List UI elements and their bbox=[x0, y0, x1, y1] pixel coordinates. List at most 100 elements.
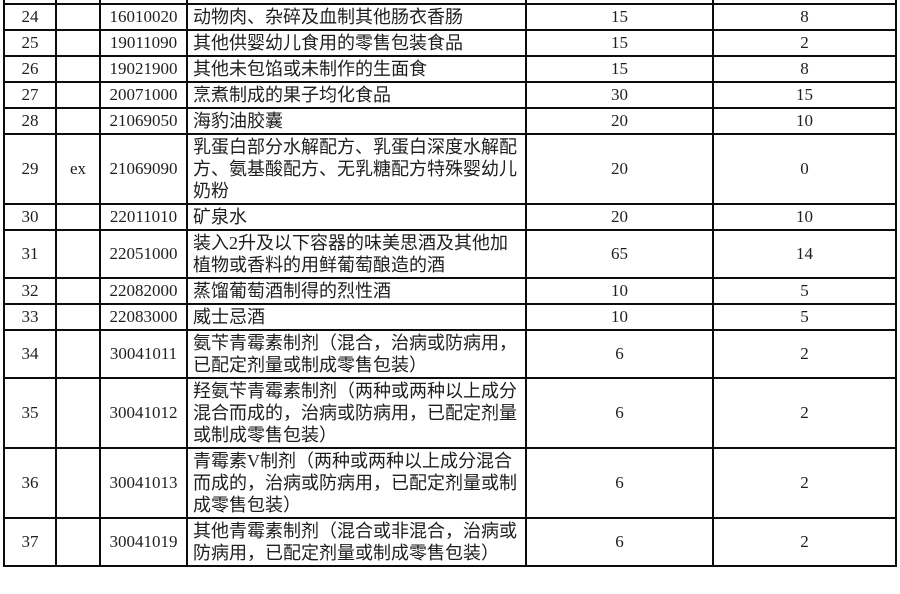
cutoff-cell bbox=[99, 0, 188, 5]
rate1-cell: 6 bbox=[525, 447, 714, 519]
row-number-cell: 29 bbox=[3, 133, 57, 205]
cutoff-cell bbox=[55, 0, 101, 5]
ex-marker-cell bbox=[55, 377, 101, 449]
rate1-cell: 10 bbox=[525, 277, 714, 305]
row-number-cell: 35 bbox=[3, 377, 57, 449]
row-number-cell: 28 bbox=[3, 107, 57, 135]
description-cell: 乳蛋白部分水解配方、乳蛋白深度水解配方、氨基酸配方、无乳糖配方特殊婴幼儿奶粉 bbox=[186, 133, 527, 205]
rate2-cell: 2 bbox=[712, 447, 897, 519]
hs-code-cell: 19011090 bbox=[99, 29, 188, 57]
rate1-cell: 10 bbox=[525, 303, 714, 331]
hs-code-cell: 22082000 bbox=[99, 277, 188, 305]
description-cell: 其他青霉素制剂（混合或非混合，治病或防病用，已配定剂量或制成零售包装） bbox=[186, 517, 527, 567]
row-number-cell: 31 bbox=[3, 229, 57, 279]
rate2-cell: 8 bbox=[712, 55, 897, 83]
rate1-cell: 20 bbox=[525, 133, 714, 205]
table-row: 29 ex 21069090 乳蛋白部分水解配方、乳蛋白深度水解配方、氨基酸配方、无乳… bbox=[3, 133, 897, 205]
row-number-cell: 26 bbox=[3, 55, 57, 83]
description-cell: 烹煮制成的果子均化食品 bbox=[186, 81, 527, 109]
hs-code-cell: 16010020 bbox=[99, 3, 188, 31]
table-row: 33 22083000 威士忌酒 10 5 bbox=[3, 303, 897, 331]
ex-marker-cell bbox=[55, 229, 101, 279]
rate1-cell: 15 bbox=[525, 55, 714, 83]
table-row: 25 19011090 其他供婴幼儿食用的零售包装食品 15 2 bbox=[3, 29, 897, 57]
rate2-cell: 10 bbox=[712, 107, 897, 135]
row-number-cell: 27 bbox=[3, 81, 57, 109]
description-cell: 海豹油胶囊 bbox=[186, 107, 527, 135]
hs-code-cell: 22011010 bbox=[99, 203, 188, 231]
table-row: 36 30041013 青霉素V制剂（两种或两种以上成分混合而成的，治病或防病用，已… bbox=[3, 447, 897, 519]
ex-marker-cell bbox=[55, 81, 101, 109]
rate2-cell: 2 bbox=[712, 377, 897, 449]
ex-marker-cell bbox=[55, 3, 101, 31]
hs-code-cell: 22083000 bbox=[99, 303, 188, 331]
ex-marker-cell bbox=[55, 303, 101, 331]
tariff-table: 24 16010020 动物肉、杂碎及血制其他肠衣香肠 15 8 25 19011090 其他… bbox=[3, 0, 897, 567]
row-number-cell: 30 bbox=[3, 203, 57, 231]
row-number-cell: 32 bbox=[3, 277, 57, 305]
rate1-cell: 65 bbox=[525, 229, 714, 279]
rate2-cell: 8 bbox=[712, 3, 897, 31]
rate2-cell: 14 bbox=[712, 229, 897, 279]
rate1-cell: 20 bbox=[525, 203, 714, 231]
rate2-cell: 5 bbox=[712, 303, 897, 331]
description-cell: 羟氨苄青霉素制剂（两种或两种以上成分混合而成的，治病或防病用，已配定剂量或制成零… bbox=[186, 377, 527, 449]
hs-code-cell: 19021900 bbox=[99, 55, 188, 83]
rate1-cell: 15 bbox=[525, 3, 714, 31]
rate2-cell: 15 bbox=[712, 81, 897, 109]
ex-marker-cell bbox=[55, 517, 101, 567]
row-number-cell: 24 bbox=[3, 3, 57, 31]
row-number-cell: 37 bbox=[3, 517, 57, 567]
table-row: 32 22082000 蒸馏葡萄酒制得的烈性酒 10 5 bbox=[3, 277, 897, 305]
description-cell: 其他供婴幼儿食用的零售包装食品 bbox=[186, 29, 527, 57]
hs-code-cell: 21069090 bbox=[99, 133, 188, 205]
table-row: 26 19021900 其他未包馅或未制作的生面食 15 8 bbox=[3, 55, 897, 83]
row-number-cell: 25 bbox=[3, 29, 57, 57]
description-cell: 装入2升及以下容器的味美思酒及其他加植物或香料的用鲜葡萄酿造的酒 bbox=[186, 229, 527, 279]
rate2-cell: 0 bbox=[712, 133, 897, 205]
cutoff-row-above bbox=[3, 0, 897, 5]
ex-marker-cell bbox=[55, 329, 101, 379]
rate2-cell: 2 bbox=[712, 329, 897, 379]
cutoff-cell bbox=[525, 0, 714, 5]
description-cell: 蒸馏葡萄酒制得的烈性酒 bbox=[186, 277, 527, 305]
table-row: 35 30041012 羟氨苄青霉素制剂（两种或两种以上成分混合而成的，治病或防病用… bbox=[3, 377, 897, 449]
hs-code-cell: 22051000 bbox=[99, 229, 188, 279]
ex-marker-cell bbox=[55, 107, 101, 135]
table-row: 30 22011010 矿泉水 20 10 bbox=[3, 203, 897, 231]
description-cell: 矿泉水 bbox=[186, 203, 527, 231]
ex-marker-cell bbox=[55, 55, 101, 83]
rate1-cell: 6 bbox=[525, 329, 714, 379]
table-row: 34 30041011 氨苄青霉素制剂（混合，治病或防病用，已配定剂量或制成零售包装… bbox=[3, 329, 897, 379]
rate1-cell: 6 bbox=[525, 517, 714, 567]
rate2-cell: 10 bbox=[712, 203, 897, 231]
hs-code-cell: 30041012 bbox=[99, 377, 188, 449]
ex-marker-cell bbox=[55, 447, 101, 519]
cutoff-cell bbox=[712, 0, 897, 5]
ex-marker-cell bbox=[55, 29, 101, 57]
table-row: 27 20071000 烹煮制成的果子均化食品 30 15 bbox=[3, 81, 897, 109]
ex-marker-cell bbox=[55, 203, 101, 231]
rate2-cell: 5 bbox=[712, 277, 897, 305]
cutoff-cell bbox=[3, 0, 57, 5]
hs-code-cell: 30041019 bbox=[99, 517, 188, 567]
description-cell: 动物肉、杂碎及血制其他肠衣香肠 bbox=[186, 3, 527, 31]
rate2-cell: 2 bbox=[712, 29, 897, 57]
rate2-cell: 2 bbox=[712, 517, 897, 567]
description-cell: 其他未包馅或未制作的生面食 bbox=[186, 55, 527, 83]
ex-marker-cell: ex bbox=[55, 133, 101, 205]
table-row: 31 22051000 装入2升及以下容器的味美思酒及其他加植物或香料的用鲜葡萄酿造… bbox=[3, 229, 897, 279]
row-number-cell: 33 bbox=[3, 303, 57, 331]
row-number-cell: 34 bbox=[3, 329, 57, 379]
description-cell: 威士忌酒 bbox=[186, 303, 527, 331]
description-cell: 氨苄青霉素制剂（混合，治病或防病用，已配定剂量或制成零售包装） bbox=[186, 329, 527, 379]
ex-marker-cell bbox=[55, 277, 101, 305]
rate1-cell: 6 bbox=[525, 377, 714, 449]
rate1-cell: 30 bbox=[525, 81, 714, 109]
cutoff-cell bbox=[186, 0, 527, 5]
table-row: 28 21069050 海豹油胶囊 20 10 bbox=[3, 107, 897, 135]
row-number-cell: 36 bbox=[3, 447, 57, 519]
hs-code-cell: 20071000 bbox=[99, 81, 188, 109]
rate1-cell: 15 bbox=[525, 29, 714, 57]
table-row: 37 30041019 其他青霉素制剂（混合或非混合，治病或防病用，已配定剂量或制成… bbox=[3, 517, 897, 567]
